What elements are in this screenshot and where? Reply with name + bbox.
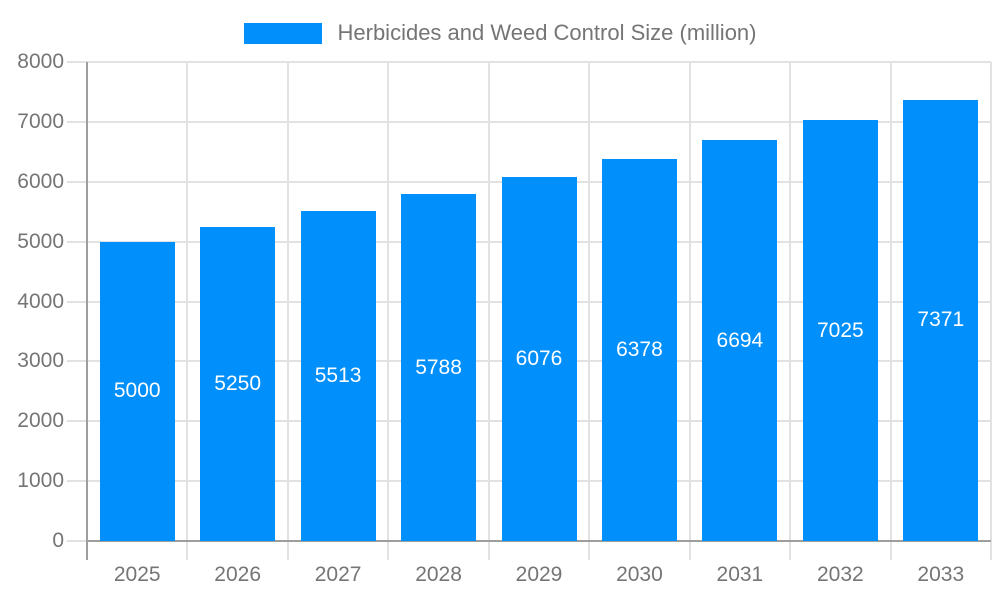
legend-label: Herbicides and Weed Control Size (millio… — [337, 20, 757, 45]
bar-2027[interactable] — [300, 210, 376, 541]
bar-2025[interactable] — [99, 241, 175, 541]
y-axis-tick — [67, 300, 87, 303]
bar-value-label: 6694 — [716, 328, 764, 352]
y-axis-tick — [67, 240, 87, 243]
x-axis-label: 2033 — [917, 563, 965, 586]
x-axis-tick — [286, 541, 289, 560]
gridline-vertical — [990, 62, 992, 541]
gridline-vertical — [889, 62, 892, 541]
x-axis-label: 2029 — [515, 563, 563, 586]
gridline-vertical — [588, 62, 591, 541]
y-axis-tick — [67, 180, 87, 183]
x-axis-tick — [688, 541, 691, 560]
bar-2032[interactable] — [802, 120, 878, 541]
y-axis-label: 0 — [52, 529, 64, 552]
bar-value-label: 7371 — [917, 308, 965, 332]
y-axis-label: 3000 — [17, 349, 64, 373]
bar-value-label: 5250 — [214, 371, 262, 395]
bar-2028[interactable] — [401, 194, 477, 541]
x-axis-label: 2026 — [214, 563, 262, 586]
x-axis-tick — [387, 541, 390, 560]
bar-2029[interactable] — [501, 177, 577, 541]
x-axis-baseline — [87, 540, 991, 542]
x-axis-tick — [990, 541, 992, 560]
x-axis-tick — [487, 541, 490, 560]
y-axis-label: 5000 — [17, 229, 64, 253]
gridline-horizontal — [87, 120, 991, 123]
legend[interactable]: Herbicides and Weed Control Size (millio… — [0, 20, 1000, 46]
x-axis-label: 2032 — [816, 563, 864, 586]
bar-value-label: 6378 — [616, 338, 663, 362]
gridline-horizontal — [87, 61, 991, 63]
gridline-vertical — [789, 62, 792, 541]
gridline-vertical — [487, 62, 490, 541]
y-axis-label: 8000 — [17, 50, 64, 73]
x-axis-tick — [588, 541, 591, 560]
bar-value-label: 5513 — [314, 363, 362, 387]
y-axis-tick — [67, 61, 87, 63]
y-axis-label: 7000 — [17, 109, 64, 133]
x-axis-tick — [889, 541, 892, 560]
x-axis-label: 2030 — [616, 563, 663, 586]
y-axis-tick — [67, 360, 87, 363]
gridline-vertical — [387, 62, 390, 541]
y-axis-tick — [67, 120, 87, 123]
gridline-vertical — [688, 62, 691, 541]
x-axis-label: 2027 — [314, 563, 362, 586]
bar-2026[interactable] — [200, 226, 276, 541]
gridline-vertical — [286, 62, 289, 541]
x-axis-label: 2025 — [113, 563, 161, 586]
bar-value-label: 6076 — [515, 347, 563, 371]
legend-swatch-icon — [243, 22, 322, 44]
y-axis-tick — [67, 420, 87, 423]
bar-value-label: 7025 — [816, 318, 864, 342]
y-axis-tick — [67, 480, 87, 483]
y-axis-label: 1000 — [17, 469, 64, 493]
gridline-vertical — [186, 62, 189, 541]
x-axis-tick — [789, 541, 792, 560]
x-axis-tick — [186, 541, 189, 560]
bar-value-label: 5788 — [415, 355, 462, 379]
y-axis-label: 4000 — [17, 289, 64, 313]
y-axis-label: 2000 — [17, 409, 64, 433]
x-axis-label: 2028 — [415, 563, 462, 586]
bar-2030[interactable] — [601, 159, 677, 541]
y-axis-tick — [67, 540, 87, 542]
bar-value-label: 5000 — [113, 379, 161, 403]
x-axis-label: 2031 — [716, 563, 764, 586]
y-axis-label: 6000 — [17, 169, 64, 193]
bar-2031[interactable] — [702, 140, 778, 541]
y-axis-line — [86, 62, 88, 560]
bar-2033[interactable] — [903, 99, 979, 541]
